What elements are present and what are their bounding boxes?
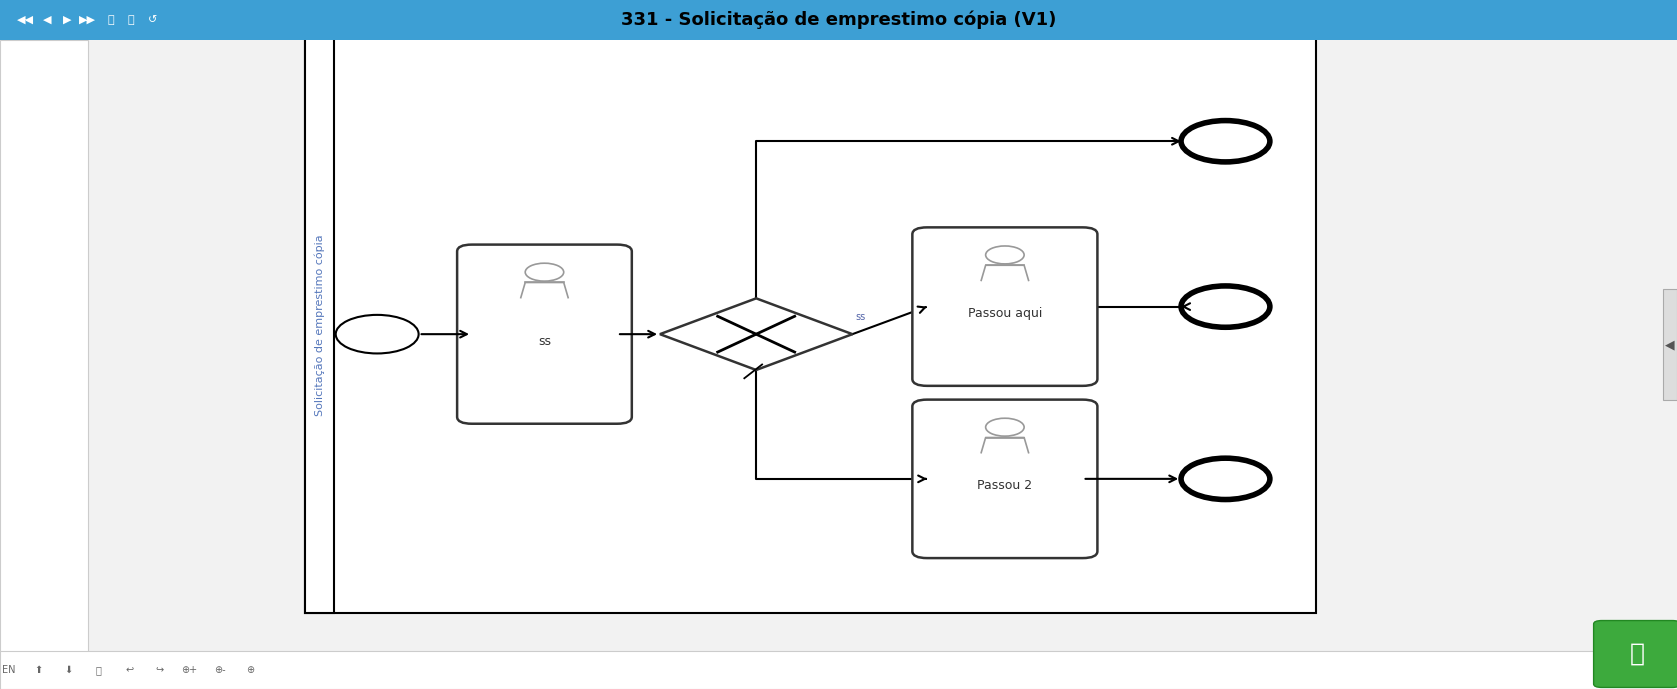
Text: ⊕: ⊕ (247, 665, 253, 675)
Text: 🗑: 🗑 (107, 15, 114, 25)
Bar (305, 38, 334, 613)
Text: EN: EN (2, 665, 15, 675)
Text: 🖼: 🖼 (96, 665, 102, 675)
Text: 📋 Despublicar: 📋 Despublicar (216, 14, 304, 26)
Text: Passou aqui: Passou aqui (968, 307, 1041, 320)
Text: ⬆: ⬆ (35, 665, 42, 675)
Text: 331 - Solicitação de emprestimo cópia (V1): 331 - Solicitação de emprestimo cópia (V… (620, 11, 1057, 29)
Text: ✋: ✋ (18, 111, 27, 125)
FancyBboxPatch shape (458, 245, 632, 424)
Text: ◀◀: ◀◀ (17, 15, 34, 25)
Text: ⧉: ⧉ (127, 15, 134, 25)
Polygon shape (661, 298, 852, 370)
Text: ↺: ↺ (148, 15, 158, 25)
Text: ○: ○ (15, 258, 29, 276)
Text: ⊕+: ⊕+ (181, 665, 198, 675)
Text: ⊹: ⊹ (60, 112, 70, 125)
Text: ⟺: ⟺ (13, 176, 30, 189)
Text: 🔗: 🔗 (1630, 642, 1645, 666)
Text: ▶▶: ▶▶ (79, 15, 96, 25)
Text: ◀: ◀ (42, 15, 52, 25)
Text: ss: ss (855, 312, 865, 322)
Text: ss: ss (538, 335, 552, 347)
Text: ↗: ↗ (60, 176, 70, 189)
Text: ◀: ◀ (1665, 338, 1675, 351)
FancyBboxPatch shape (912, 400, 1097, 558)
FancyBboxPatch shape (912, 227, 1097, 386)
Text: Solicitação de emprestimo cópia: Solicitação de emprestimo cópia (314, 235, 325, 416)
Text: ◇: ◇ (60, 329, 72, 347)
Text: ▣: ▣ (23, 402, 39, 418)
Text: ⊕-: ⊕- (215, 665, 225, 675)
Text: ⬇: ⬇ (65, 665, 72, 675)
Circle shape (1181, 286, 1269, 327)
Text: ↪: ↪ (156, 665, 163, 675)
Circle shape (1181, 121, 1269, 162)
Text: ▶: ▶ (62, 15, 72, 25)
Circle shape (335, 315, 419, 353)
Text: Passou 2: Passou 2 (978, 480, 1033, 492)
Text: ↩: ↩ (126, 665, 132, 675)
Text: ◎: ◎ (59, 260, 72, 275)
Text: ●: ● (13, 329, 30, 347)
Circle shape (1181, 458, 1269, 500)
Bar (305, 38, 1316, 613)
